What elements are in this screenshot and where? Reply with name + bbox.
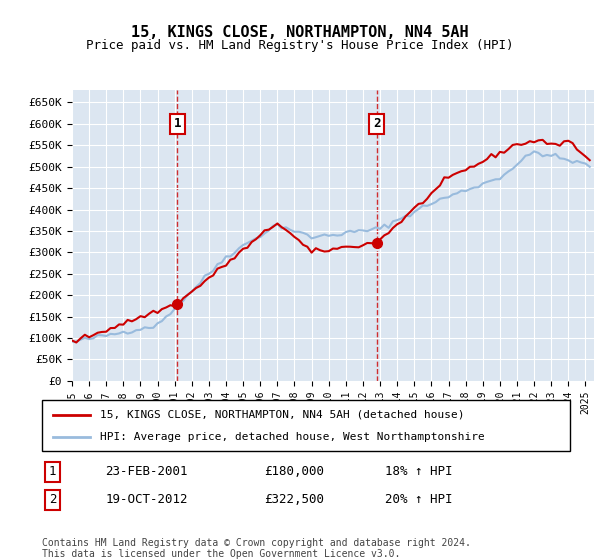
Text: 15, KINGS CLOSE, NORTHAMPTON, NN4 5AH: 15, KINGS CLOSE, NORTHAMPTON, NN4 5AH <box>131 25 469 40</box>
Text: 2: 2 <box>49 493 56 506</box>
Text: £180,000: £180,000 <box>264 465 324 478</box>
Text: £322,500: £322,500 <box>264 493 324 506</box>
Text: 2: 2 <box>373 118 380 130</box>
Text: HPI: Average price, detached house, West Northamptonshire: HPI: Average price, detached house, West… <box>100 432 485 442</box>
Text: 20% ↑ HPI: 20% ↑ HPI <box>385 493 453 506</box>
Text: Price paid vs. HM Land Registry's House Price Index (HPI): Price paid vs. HM Land Registry's House … <box>86 39 514 52</box>
FancyBboxPatch shape <box>42 400 570 451</box>
Text: 15, KINGS CLOSE, NORTHAMPTON, NN4 5AH (detached house): 15, KINGS CLOSE, NORTHAMPTON, NN4 5AH (d… <box>100 409 464 419</box>
Text: 1: 1 <box>49 465 56 478</box>
Text: 1: 1 <box>173 118 181 130</box>
Text: 19-OCT-2012: 19-OCT-2012 <box>106 493 188 506</box>
Text: 18% ↑ HPI: 18% ↑ HPI <box>385 465 453 478</box>
Text: 23-FEB-2001: 23-FEB-2001 <box>106 465 188 478</box>
Text: Contains HM Land Registry data © Crown copyright and database right 2024.
This d: Contains HM Land Registry data © Crown c… <box>42 538 471 559</box>
